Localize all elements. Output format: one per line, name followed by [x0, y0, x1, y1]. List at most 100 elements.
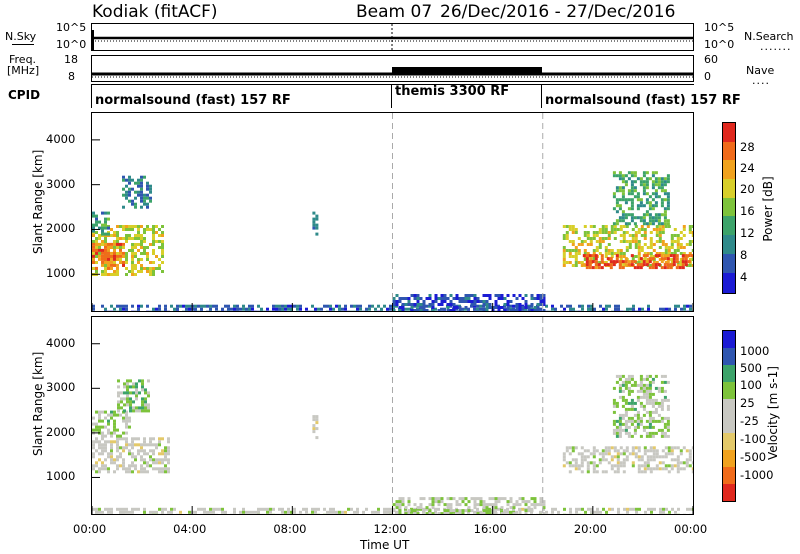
- power-cell: [651, 204, 655, 208]
- power-cell: [194, 304, 197, 308]
- power-cell: [143, 246, 146, 249]
- velocity-ytick-label: 2000: [46, 424, 76, 439]
- velocity-cell: [663, 389, 667, 393]
- power-cell: [125, 184, 128, 188]
- velocity-cell: [128, 419, 131, 423]
- power-cell: [667, 252, 671, 255]
- power-cell: [651, 192, 655, 196]
- power-cell: [284, 304, 287, 308]
- velocity-cell: [155, 446, 158, 450]
- cpid-label: CPID: [8, 88, 41, 102]
- velocity-cell: [685, 449, 689, 453]
- power-cell: [398, 300, 402, 303]
- velocity-cbar-tick: 25: [740, 396, 755, 410]
- velocity-cell: [437, 507, 440, 511]
- power-cell: [315, 214, 319, 218]
- velocity-cell: [98, 416, 101, 420]
- power-cell: [662, 307, 665, 311]
- power-cell: [446, 309, 450, 311]
- power-cell: [666, 198, 670, 202]
- power-cell: [404, 307, 407, 311]
- velocity-cell: [116, 449, 119, 453]
- power-cell: [119, 260, 122, 264]
- velocity-cell: [488, 509, 492, 513]
- power-cell: [155, 231, 158, 234]
- velocity-cell: [617, 510, 620, 514]
- power-cell: [116, 266, 119, 270]
- velocity-cell: [440, 500, 444, 504]
- power-cell: [134, 264, 137, 267]
- power-cell: [188, 304, 191, 308]
- power-cell: [587, 304, 590, 308]
- power-cell: [119, 246, 122, 249]
- nsky-underline: [12, 44, 34, 45]
- power-cell: [622, 240, 626, 243]
- power-cell: [643, 231, 647, 234]
- power-cell: [598, 237, 602, 240]
- power-cell: [595, 246, 599, 249]
- velocity-cell: [152, 510, 155, 514]
- power-cell: [104, 217, 107, 221]
- power-cell: [624, 201, 628, 205]
- nsky-trace: [92, 24, 693, 50]
- velocity-cell: [164, 458, 167, 462]
- velocity-cell: [107, 507, 110, 511]
- velocity-cell: [449, 497, 453, 501]
- velocity-cell: [138, 409, 141, 413]
- power-cell: [621, 192, 625, 196]
- power-cell: [116, 263, 119, 267]
- power-cell: [634, 225, 638, 228]
- power-cell: [503, 309, 507, 311]
- velocity-cell: [92, 416, 95, 420]
- power-cell: [640, 234, 644, 237]
- velocity-cell: [98, 428, 101, 432]
- velocity-cell: [618, 422, 622, 426]
- velocity-cell: [98, 510, 101, 514]
- power-cell: [646, 258, 650, 261]
- power-cell: [104, 226, 107, 230]
- power-cell: [488, 297, 492, 300]
- velocity-cell: [140, 467, 143, 471]
- power-cell: [639, 204, 643, 208]
- power-cell: [296, 307, 299, 311]
- velocity-cell: [138, 391, 141, 395]
- power-cell: [676, 246, 680, 249]
- velocity-cell: [655, 464, 659, 468]
- power-cell: [125, 252, 128, 255]
- power-cell: [645, 186, 649, 190]
- power-cell: [125, 261, 128, 264]
- velocity-cell: [622, 464, 626, 468]
- velocity-cell: [571, 464, 575, 468]
- power-cell: [621, 260, 625, 264]
- velocity-cell: [518, 497, 522, 501]
- velocity-cell: [524, 509, 528, 513]
- velocity-cell: [141, 397, 144, 401]
- power-cell: [655, 225, 659, 228]
- velocity-cell: [494, 512, 498, 514]
- velocity-cell: [637, 467, 641, 471]
- power-cell: [672, 254, 676, 258]
- velocity-cell: [95, 410, 98, 414]
- velocity-cell: [648, 380, 652, 384]
- power-cell: [107, 263, 110, 267]
- velocity-cell: [113, 410, 116, 414]
- power-cell: [395, 300, 399, 303]
- velocity-cell: [284, 510, 287, 514]
- power-cell: [688, 231, 692, 234]
- power-cell: [587, 307, 590, 311]
- velocity-cell: [643, 461, 647, 465]
- velocity-cell: [386, 510, 389, 514]
- power-cell: [670, 237, 674, 240]
- power-cell: [615, 210, 619, 214]
- velocity-cell: [689, 507, 692, 511]
- power-cell: [419, 306, 423, 309]
- power-cell: [143, 196, 146, 200]
- velocity-cell: [662, 507, 665, 511]
- velocity-cell: [167, 461, 170, 465]
- velocity-cell: [437, 500, 441, 504]
- power-cell: [551, 304, 554, 308]
- power-cell: [554, 307, 557, 311]
- x-axis-label: Time UT: [360, 538, 410, 552]
- power-cell: [107, 261, 110, 264]
- power-cell: [624, 213, 628, 217]
